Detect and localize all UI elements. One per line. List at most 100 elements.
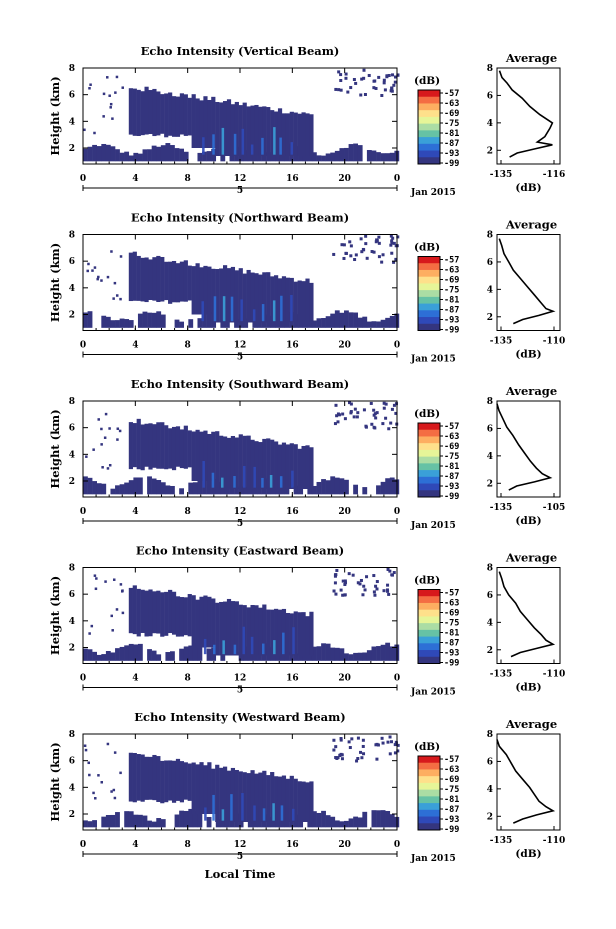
echo-cell bbox=[289, 111, 294, 156]
echo-cell bbox=[355, 415, 359, 419]
echo-cell bbox=[142, 311, 148, 328]
echo-cell bbox=[387, 427, 391, 431]
echo-cell bbox=[112, 788, 116, 792]
echo-cell bbox=[136, 255, 141, 301]
echo-cell bbox=[88, 773, 91, 777]
echo-cell bbox=[179, 810, 185, 828]
echo-cell bbox=[152, 257, 157, 301]
echo-cell bbox=[301, 445, 306, 489]
echo-cell bbox=[147, 312, 152, 328]
echo-streak bbox=[201, 301, 204, 322]
echo-cell bbox=[316, 812, 322, 828]
echo-cell bbox=[183, 151, 189, 162]
colorbar-label: -93 bbox=[444, 649, 459, 659]
echo-cell bbox=[347, 740, 351, 744]
echo-cell bbox=[252, 320, 258, 328]
avg-y-tick-label: 6 bbox=[487, 757, 493, 767]
echo-cell bbox=[311, 485, 317, 495]
colorbar-swatch bbox=[418, 296, 440, 305]
echo-cell bbox=[392, 83, 396, 87]
x-tick-label: 16 bbox=[286, 174, 299, 184]
echo-cell bbox=[301, 112, 306, 156]
colorbar-swatch bbox=[418, 483, 440, 491]
echo-cell bbox=[144, 756, 149, 800]
colorbar-swatch bbox=[418, 609, 440, 617]
avg-y-tick-label: 8 bbox=[487, 730, 493, 740]
echo-cell bbox=[334, 310, 340, 328]
echo-cell bbox=[390, 251, 394, 255]
echo-cell bbox=[293, 778, 298, 822]
echo-cell bbox=[372, 425, 376, 429]
panel-title: Echo Intensity (Vertical Beam) bbox=[141, 44, 340, 58]
echo-cell bbox=[389, 234, 393, 238]
echo-cell bbox=[359, 237, 363, 241]
echo-streak bbox=[222, 296, 226, 322]
echo-cell bbox=[234, 270, 239, 323]
panel-3: Echo Intensity (Eastward Beam) 2 4 6 8 Height… bbox=[48, 544, 565, 698]
echo-cell bbox=[137, 814, 143, 828]
echo-streak bbox=[202, 461, 205, 488]
colorbar-label: -75 bbox=[444, 619, 459, 629]
echo-cell bbox=[334, 573, 338, 577]
echo-cell bbox=[93, 131, 96, 135]
echo-cell bbox=[348, 240, 352, 244]
echo-cell bbox=[156, 146, 162, 162]
echo-cell bbox=[238, 486, 244, 495]
colorbar-swatch bbox=[418, 317, 440, 325]
echo-cell bbox=[242, 102, 247, 156]
y-tick-label: 8 bbox=[69, 64, 75, 74]
echo-cell bbox=[124, 319, 130, 328]
echo-cell bbox=[151, 312, 157, 328]
echo-cell bbox=[376, 485, 381, 495]
echo-cell bbox=[147, 820, 152, 828]
avg-y-tick-label: 2 bbox=[487, 812, 493, 822]
colorbar-swatch bbox=[418, 769, 440, 777]
echo-cell bbox=[83, 648, 88, 661]
colorbar-unit: (dB) bbox=[414, 575, 440, 587]
echo-cell bbox=[316, 646, 322, 661]
colorbar-unit: (dB) bbox=[414, 741, 440, 753]
colorbar-label: -57 bbox=[444, 589, 459, 599]
echo-cell bbox=[222, 766, 228, 822]
echo-cell bbox=[124, 151, 130, 162]
echo-cell bbox=[311, 320, 317, 328]
echo-cell bbox=[266, 152, 272, 162]
date-label: Jan 2015 bbox=[410, 521, 456, 531]
x-tick-label: 8 bbox=[185, 507, 191, 517]
echo-cell bbox=[215, 602, 220, 656]
echo-cell bbox=[394, 740, 398, 744]
echo-cell bbox=[357, 145, 363, 162]
echo-cell bbox=[83, 476, 88, 495]
echo-cell bbox=[87, 146, 93, 162]
colorbar-unit: (dB) bbox=[414, 75, 440, 87]
echo-cell bbox=[116, 438, 119, 441]
echo-cell bbox=[270, 151, 276, 162]
colorbar-swatch bbox=[418, 616, 440, 624]
echo-cell bbox=[394, 411, 398, 415]
echo-cell bbox=[105, 650, 111, 661]
x-tick-label: 12 bbox=[234, 674, 247, 684]
echo-cell bbox=[234, 101, 239, 156]
echo-cell bbox=[390, 89, 394, 93]
echo-cell bbox=[246, 607, 251, 656]
echo-cell bbox=[165, 485, 171, 495]
colorbar-swatch bbox=[418, 429, 440, 437]
echo-cell bbox=[246, 773, 251, 822]
echo-cell bbox=[175, 263, 181, 303]
x-tick-label: 20 bbox=[338, 507, 351, 517]
date-label: Jan 2015 bbox=[410, 854, 456, 864]
echo-cell bbox=[382, 78, 386, 82]
echo-cell bbox=[234, 601, 239, 656]
echo-cell bbox=[393, 743, 397, 747]
echo-cell bbox=[387, 592, 391, 596]
echo-cell bbox=[128, 320, 134, 328]
echo-cell bbox=[372, 250, 376, 254]
x-tick-label: 8 bbox=[185, 840, 191, 850]
colorbar-label: -57 bbox=[444, 755, 459, 765]
echo-cell bbox=[339, 588, 343, 592]
echo-cell bbox=[381, 741, 385, 745]
echo-cell bbox=[254, 605, 259, 656]
echo-streak bbox=[241, 128, 245, 155]
colorbar-swatch bbox=[418, 157, 440, 165]
colorbar-unit: (dB) bbox=[414, 242, 440, 254]
